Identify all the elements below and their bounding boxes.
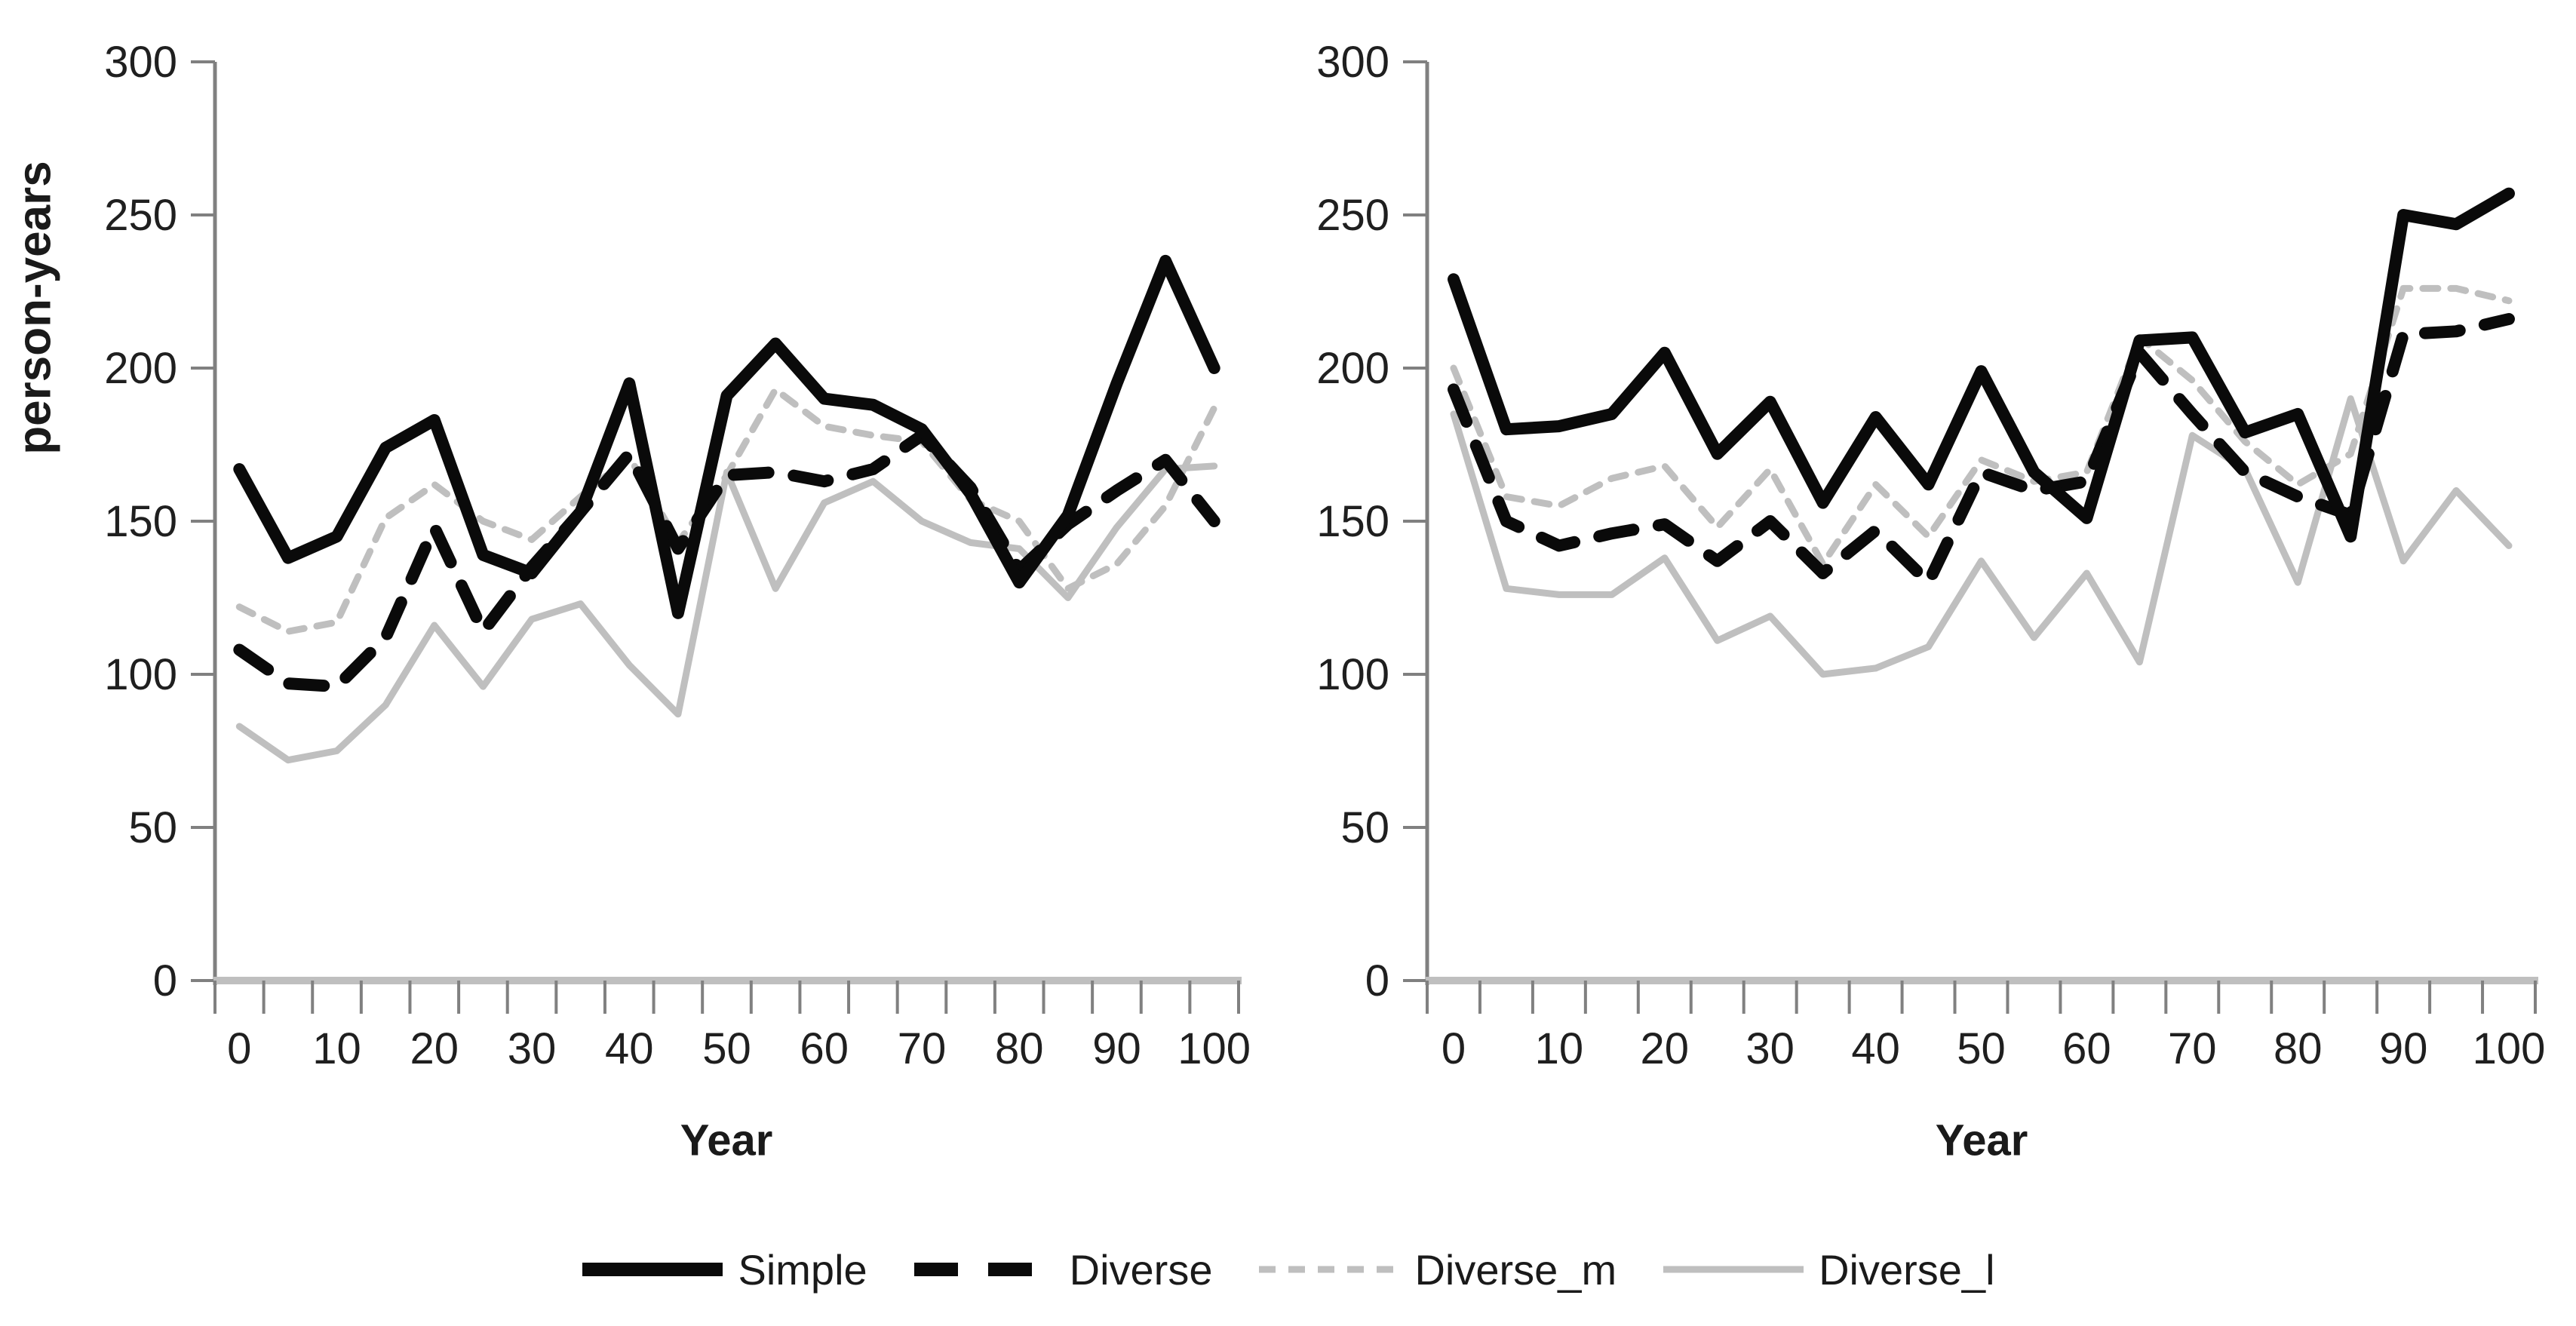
x-tick-label: 90 — [2379, 1024, 2428, 1073]
x-tick-label: 20 — [410, 1024, 459, 1073]
legend-line-diverse-icon — [913, 1263, 1055, 1276]
x-tick-label: 100 — [2473, 1024, 2546, 1073]
chart-right-panel: 0 50 100 150 200 250 300 0 10 20 30 40 50 60 70 80 90 100 — [1316, 38, 2546, 1073]
legend: Simple Diverse Diverse_m Diverse_l — [0, 1228, 2576, 1311]
x-tick-label: 10 — [312, 1024, 361, 1073]
y-tick-label: 100 — [104, 650, 177, 699]
x-tick-label: 60 — [800, 1024, 849, 1073]
legend-label: Simple — [738, 1245, 867, 1294]
x-tick-label: 90 — [1092, 1024, 1141, 1073]
y-tick-label: 200 — [1316, 344, 1389, 393]
x-tick-label: 30 — [508, 1024, 557, 1073]
legend-line-diverse-m-icon — [1259, 1266, 1400, 1273]
chart-left-panel: 0 50 100 150 200 250 300 0 10 20 30 40 50 60 70 80 90 100 — [104, 38, 1251, 1073]
x-tick-label: 40 — [605, 1024, 654, 1073]
legend-line-simple-icon — [582, 1263, 723, 1276]
x-tick-label: 10 — [1535, 1024, 1584, 1073]
y-tick-label: 100 — [1316, 650, 1389, 699]
y-tick-label: 300 — [104, 38, 177, 87]
y-tick-label: 200 — [104, 344, 177, 393]
y-tick-label: 0 — [153, 956, 177, 1005]
x-tick-label: 70 — [2168, 1024, 2217, 1073]
y-tick-label: 150 — [1316, 497, 1389, 546]
x-axis-title-left: Year — [680, 1116, 773, 1165]
y-tick-label: 50 — [1340, 803, 1389, 852]
series-line-diverse_l — [1450, 395, 2513, 678]
x-tick-label: 60 — [2062, 1024, 2111, 1073]
y-tick-label: 250 — [1316, 191, 1389, 240]
x-tick-label: 0 — [1442, 1024, 1466, 1073]
x-tick-label: 70 — [898, 1024, 947, 1073]
x-tick-label: 80 — [2274, 1024, 2323, 1073]
legend-label: Diverse_l — [1819, 1245, 1995, 1294]
x-tick-label: 40 — [1851, 1024, 1900, 1073]
legend-label: Diverse — [1069, 1245, 1213, 1294]
legend-line-diverse-l-icon — [1663, 1266, 1804, 1273]
y-tick-label: 50 — [128, 803, 177, 852]
x-tick-label: 0 — [227, 1024, 251, 1073]
y-axis-title: person-years — [8, 161, 61, 455]
x-tick-label: 50 — [702, 1024, 751, 1073]
series-line-diverse_l — [235, 462, 1218, 764]
y-tick-label: 0 — [1365, 956, 1389, 1005]
series-line-simple — [1448, 187, 2515, 543]
series-line-diverse — [233, 429, 1220, 693]
x-tick-label: 80 — [995, 1024, 1044, 1073]
y-tick-label: 150 — [104, 497, 177, 546]
legend-item-diverse: Diverse — [913, 1245, 1213, 1294]
legend-item-diverse-m: Diverse_m — [1257, 1245, 1617, 1294]
x-axis-title-right: Year — [1935, 1116, 2028, 1165]
x-tick-label: 100 — [1177, 1024, 1251, 1073]
y-tick-label: 250 — [104, 191, 177, 240]
x-tick-label: 50 — [1957, 1024, 2006, 1073]
x-tick-label: 20 — [1641, 1024, 1690, 1073]
series-line-simple — [233, 254, 1220, 619]
x-tick-label: 30 — [1745, 1024, 1795, 1073]
legend-item-diverse-l: Diverse_l — [1662, 1245, 1995, 1294]
legend-item-simple: Simple — [581, 1245, 867, 1294]
legend-label: Diverse_m — [1414, 1245, 1617, 1294]
y-tick-label: 300 — [1316, 38, 1389, 87]
